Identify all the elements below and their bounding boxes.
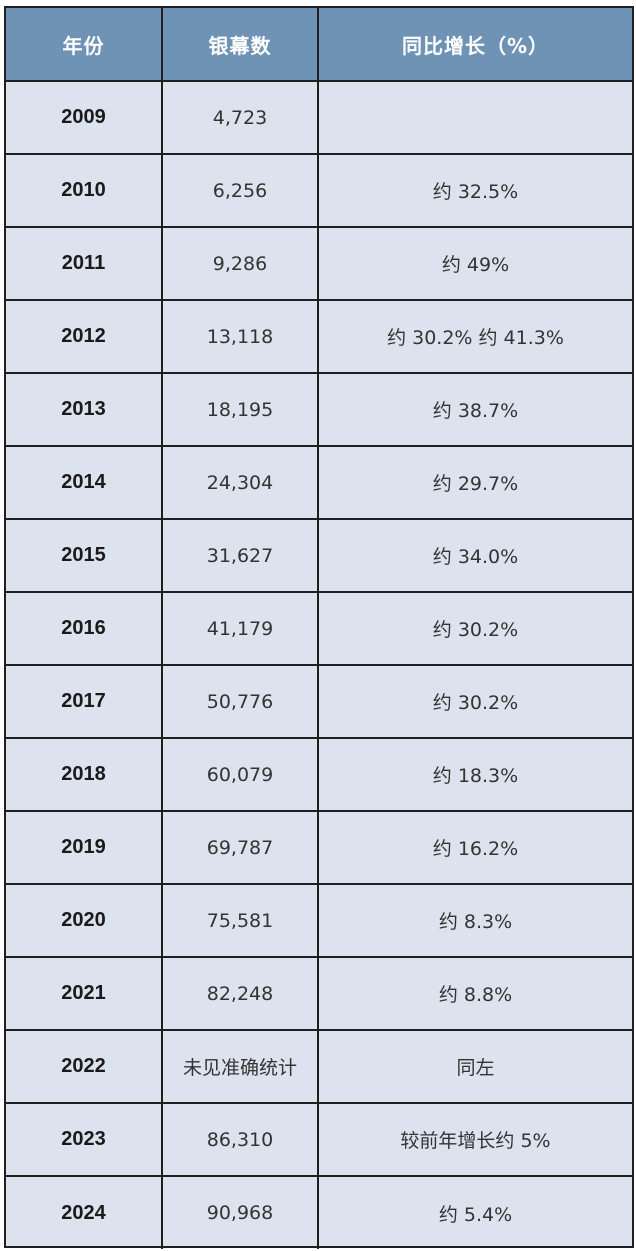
growth-cell: 约 30.2% (318, 592, 632, 666)
year-cell: 2021 (6, 957, 163, 1031)
year-cell: 2018 (6, 738, 163, 812)
year-cell: 2013 (6, 373, 163, 447)
year-cell: 2014 (6, 446, 163, 520)
table-row: 2009 4,723 (6, 81, 632, 155)
growth-cell: 约 30.2% (318, 665, 632, 739)
year-cell: 2022 (6, 1030, 163, 1104)
growth-cell: 约 30.2% 约 41.3% (318, 300, 632, 374)
year-cell: 2012 (6, 300, 163, 374)
year-cell: 2011 (6, 227, 163, 301)
table-row: 2024 90,968 约 5.4% (6, 1176, 632, 1249)
year-cell: 2015 (6, 519, 163, 593)
year-cell: 2016 (6, 592, 163, 666)
screen-count-table-container: 年份 银幕数 同比增长（%） 2009 4,723 2010 6,256 约 32.5%… (4, 6, 634, 1249)
growth-cell: 约 38.7% (318, 373, 632, 447)
screens-cell: 9,286 (162, 227, 319, 301)
screens-cell: 75,581 (162, 884, 319, 958)
screens-cell: 82,248 (162, 957, 319, 1031)
year-cell: 2017 (6, 665, 163, 739)
table-row: 2021 82,248 约 8.8% (6, 957, 632, 1031)
table-row: 2014 24,304 约 29.7% (6, 446, 632, 520)
screens-cell: 未见准确统计 (162, 1030, 319, 1104)
screens-cell: 86,310 (162, 1103, 319, 1177)
growth-cell: 约 5.4% (438, 1203, 513, 1226)
growth-cell: 约 49% (318, 227, 632, 301)
header-year: 年份 (6, 8, 163, 82)
screens-cell: 60,079 (162, 738, 319, 812)
growth-cell: 约 16.2% (318, 811, 632, 885)
screens-cell: 24,304 (162, 446, 319, 520)
year-cell: 2023 (6, 1103, 163, 1177)
screens-cell: 13,118 (162, 300, 319, 374)
screens-cell: 50,776 (162, 665, 319, 739)
growth-cell: 同左 (318, 1030, 632, 1104)
table-body: 2009 4,723 2010 6,256 约 32.5% 2011 9,286 约 49% 2… (6, 81, 632, 1249)
growth-cell: 约 32.5% (318, 154, 632, 228)
header-screens: 银幕数 (162, 8, 319, 82)
header-growth: 同比增长（%） (318, 8, 632, 82)
screens-cell: 4,723 (162, 81, 319, 155)
year-cell: 2009 (6, 81, 163, 155)
table-row: 2010 6,256 约 32.5% (6, 154, 632, 228)
screen-count-table: 年份 银幕数 同比增长（%） 2009 4,723 2010 6,256 约 32.5%… (6, 8, 632, 1249)
growth-cell: 约 29.7% (318, 446, 632, 520)
table-row: 2012 13,118 约 30.2% 约 41.3% (6, 300, 632, 374)
growth-cell: 较前年增长约 5% (318, 1103, 632, 1177)
year-cell: 2020 (6, 884, 163, 958)
table-row: 2019 69,787 约 16.2% (6, 811, 632, 885)
screens-cell: 69,787 (162, 811, 319, 885)
growth-cell (318, 81, 632, 155)
table-row: 2020 75,581 约 8.3% (6, 884, 632, 958)
growth-cell: 约 18.3% (318, 738, 632, 812)
table-row: 2017 50,776 约 30.2% (6, 665, 632, 739)
header-row: 年份 银幕数 同比增长（%） (6, 8, 632, 82)
table-row: 2018 60,079 约 18.3% (6, 738, 632, 812)
screens-cell: 31,627 (162, 519, 319, 593)
table-row: 2013 18,195 约 38.7% (6, 373, 632, 447)
table-row: 2023 86,310 较前年增长约 5% (6, 1103, 632, 1177)
growth-cell: 约 8.3% (318, 884, 632, 958)
growth-cell: 约 8.8% (318, 957, 632, 1031)
screens-cell: 6,256 (162, 154, 319, 228)
table-row: 2011 9,286 约 49% (6, 227, 632, 301)
year-cell: 2010 (6, 154, 163, 228)
screens-cell: 90,968 (162, 1176, 319, 1249)
table-row: 2015 31,627 约 34.0% (6, 519, 632, 593)
table-header: 年份 银幕数 同比增长（%） (6, 8, 632, 82)
year-cell: 2024 (6, 1176, 163, 1249)
screens-cell: 41,179 (162, 592, 319, 666)
screens-cell: 18,195 (162, 373, 319, 447)
table-row: 2022 未见准确统计 同左 (6, 1030, 632, 1104)
growth-cell: 约 34.0% (318, 519, 632, 593)
table-row: 2016 41,179 约 30.2% (6, 592, 632, 666)
year-cell: 2019 (6, 811, 163, 885)
